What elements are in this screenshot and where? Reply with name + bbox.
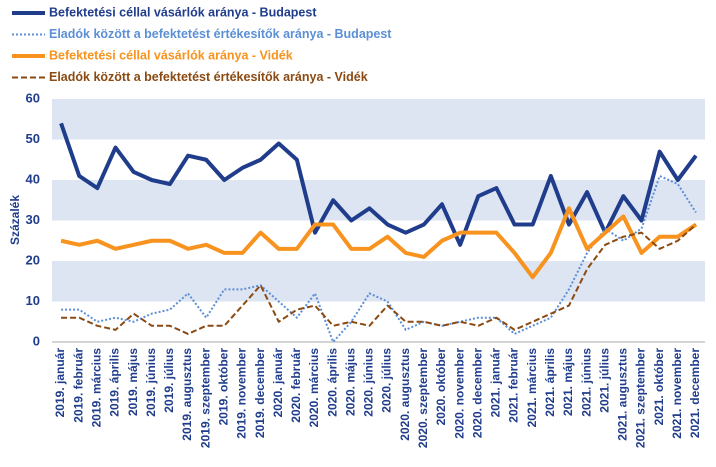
y-tick-label: 30 xyxy=(26,212,40,227)
x-tick-label: 2019. június xyxy=(144,348,158,417)
x-tick-label: 2021. február xyxy=(507,348,521,423)
x-tick-label: 2019. március xyxy=(90,348,104,428)
legend-label: Eladók között a befektetést értékesítők … xyxy=(49,27,392,41)
y-tick-label: 20 xyxy=(26,252,40,267)
x-tick-label: 2019. augusztus xyxy=(180,348,194,441)
x-tick-label: 2019. november xyxy=(235,348,249,439)
y-axis-label: Százalék xyxy=(8,195,22,245)
x-tick-label: 2021. január xyxy=(489,348,503,418)
x-tick-label: 2019. április xyxy=(108,348,122,417)
x-tick-label: 2021. szeptember xyxy=(634,348,648,448)
grid-band xyxy=(52,99,705,140)
x-tick-label: 2021. július xyxy=(597,348,611,413)
x-tick-label: 2021. november xyxy=(670,348,684,439)
x-tick-label: 2020. november xyxy=(452,348,466,439)
x-tick-label: 2019. május xyxy=(126,348,140,416)
y-tick-label: 10 xyxy=(26,293,40,308)
x-tick-label: 2020. augusztus xyxy=(398,348,412,441)
x-tick-label: 2019. február xyxy=(71,348,85,423)
x-tick-label: 2019. január xyxy=(53,348,67,418)
x-tick-label: 2021. június xyxy=(579,348,593,417)
series-line xyxy=(61,223,697,335)
y-tick-label: 60 xyxy=(26,90,40,105)
x-tick-label: 2020. május xyxy=(343,348,357,416)
x-tick-label: 2020. szeptember xyxy=(416,348,430,448)
x-tick-label: 2021. december xyxy=(688,348,702,438)
x-tick-label: 2020. március xyxy=(307,348,321,428)
x-tick-label: 2019. július xyxy=(162,348,176,413)
series-line xyxy=(60,206,698,280)
x-tick-label: 2020. január xyxy=(271,348,285,418)
y-tick-label: 40 xyxy=(26,171,40,186)
x-tick-label: 2021. október xyxy=(652,348,666,426)
x-tick-label: 2020. június xyxy=(362,348,376,417)
x-tick-label: 2020. július xyxy=(380,348,394,413)
y-tick-label: 0 xyxy=(33,333,40,348)
grid-band xyxy=(52,261,705,302)
series-line xyxy=(61,174,697,343)
x-tick-label: 2020. február xyxy=(289,348,303,423)
x-tick-label: 2019. szeptember xyxy=(198,348,212,448)
x-tick-label: 2021. május xyxy=(561,348,575,416)
x-tick-label: 2019. december xyxy=(253,348,267,438)
x-tick-label: 2021. április xyxy=(543,348,557,417)
y-tick-label: 50 xyxy=(26,131,40,146)
x-tick-label: 2019. október xyxy=(216,348,230,426)
x-tick-label: 2020. október xyxy=(434,348,448,426)
series-line xyxy=(59,122,698,247)
legend-label: Befektetési céllal vásárlók aránya - Vid… xyxy=(49,48,293,62)
legend-label: Eladók között a befektetést értékesítők … xyxy=(49,70,368,84)
x-tick-label: 2020. április xyxy=(325,348,339,417)
x-tick-label: 2020. december xyxy=(470,348,484,438)
x-tick-label: 2021. március xyxy=(525,348,539,428)
x-tick-label: 2021. augusztus xyxy=(616,348,630,441)
legend-label: Befektetési céllal vásárlók aránya - Bud… xyxy=(49,5,317,19)
